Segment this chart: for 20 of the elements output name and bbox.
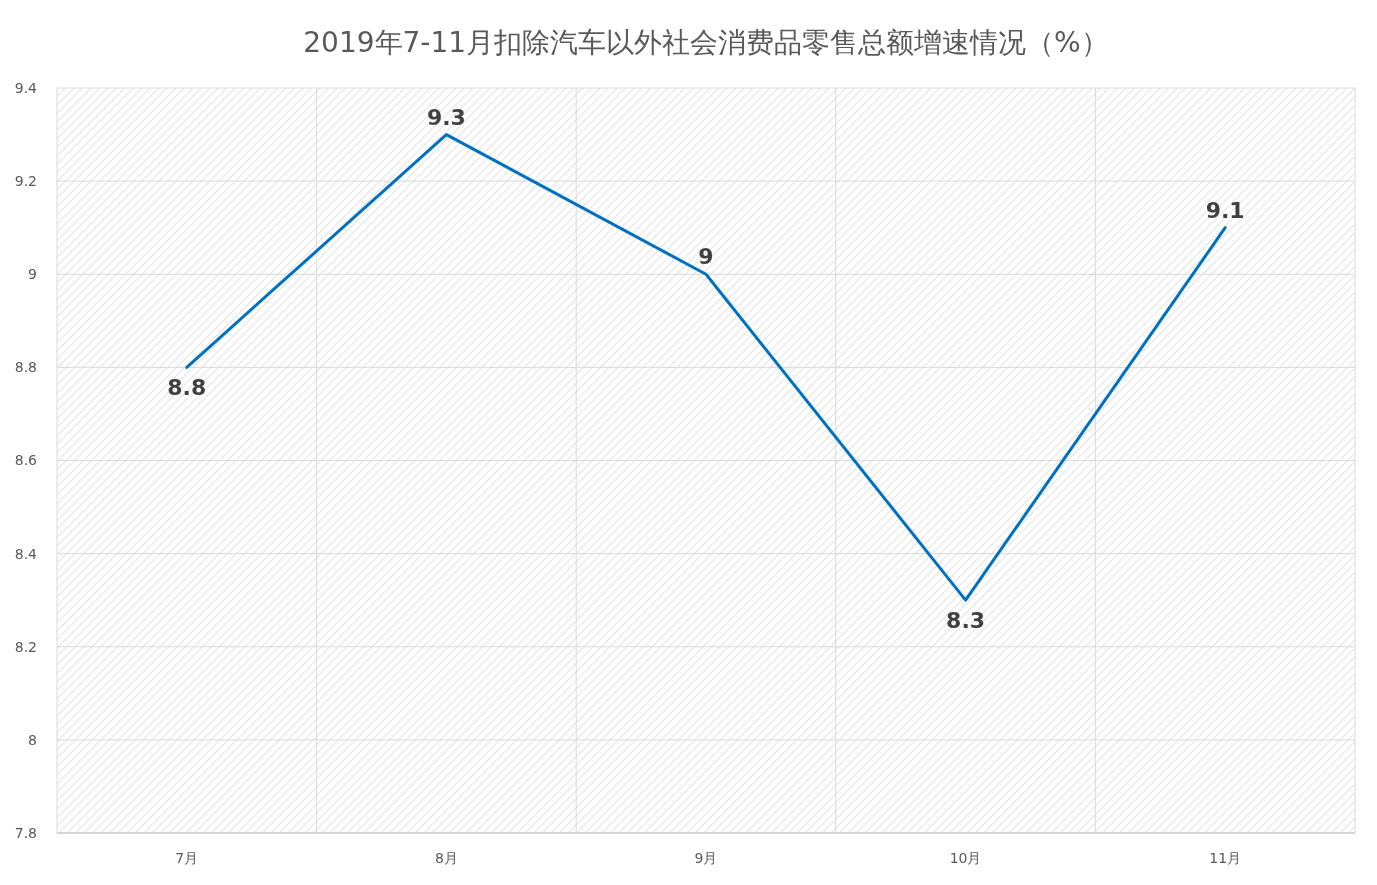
x-tick-label: 10月 [949, 850, 982, 866]
y-tick-label: 8.8 [14, 359, 37, 376]
y-tick-label: 8 [28, 731, 37, 748]
y-tick-label: 9.4 [14, 79, 38, 96]
y-tick-label: 9 [28, 266, 37, 283]
data-label: 9.1 [1205, 197, 1245, 223]
y-tick-label: 8.4 [14, 545, 38, 562]
x-tick-label: 11月 [1209, 850, 1242, 866]
data-label: 8.3 [946, 608, 986, 634]
data-label: 9 [698, 244, 714, 270]
y-tick-label: 9.2 [14, 173, 37, 190]
x-tick-label: 9月 [694, 850, 718, 866]
y-tick-label: 7.8 [14, 824, 37, 841]
y-tick-label: 8.6 [14, 452, 38, 469]
x-tick-label: 8月 [434, 850, 458, 866]
data-label: 9.3 [426, 104, 466, 130]
chart-title: 2019年7-11月扣除汽车以外社会消费品零售总额增速情况（%） [303, 26, 1109, 59]
y-tick-label: 8.2 [14, 638, 37, 655]
x-tick-label: 7月 [175, 850, 199, 866]
data-label: 8.8 [167, 375, 207, 401]
